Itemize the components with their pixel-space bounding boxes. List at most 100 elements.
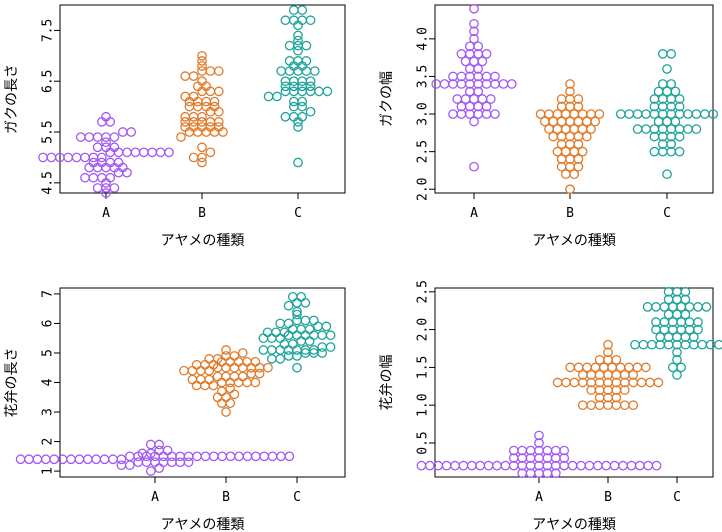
data-point-B	[213, 86, 224, 97]
data-point-A	[124, 460, 135, 471]
data-point-C	[297, 86, 308, 97]
data-point-B	[577, 400, 588, 411]
data-point-B	[205, 66, 216, 76]
data-point-A	[592, 460, 603, 471]
data-point-C	[262, 327, 273, 338]
data-point-C	[300, 330, 311, 341]
data-point-B	[565, 86, 575, 97]
data-point-A	[150, 457, 160, 468]
data-point-B	[254, 368, 265, 379]
data-point-A	[609, 460, 620, 471]
data-point-B	[225, 356, 236, 367]
data-point-B	[237, 362, 248, 373]
data-point-B	[225, 398, 236, 409]
data-point-C	[284, 40, 295, 51]
data-point-C	[304, 324, 315, 335]
data-point-C	[266, 354, 277, 364]
data-point-C	[280, 86, 291, 97]
data-point-A	[643, 460, 654, 471]
data-point-A	[154, 463, 165, 473]
data-point-C	[296, 336, 307, 347]
data-point-C	[263, 91, 274, 102]
data-point-B	[565, 184, 575, 195]
data-point-C	[287, 324, 298, 335]
data-point-B	[594, 109, 605, 119]
data-point-B	[221, 392, 231, 403]
data-point-A	[105, 117, 116, 127]
data-point-C	[322, 86, 333, 97]
data-point-B	[611, 354, 622, 365]
data-point-C	[280, 111, 291, 122]
data-point-C	[305, 106, 316, 117]
data-point-C	[693, 317, 703, 327]
data-point-C	[293, 157, 303, 168]
data-point-A	[466, 460, 477, 471]
data-point-C	[314, 86, 324, 97]
data-point-C	[642, 302, 653, 312]
data-point-C	[691, 124, 702, 134]
data-point-B	[565, 362, 576, 373]
data-point-C	[615, 109, 626, 119]
data-point-A	[49, 454, 60, 465]
x-axis-title: アヤメの種類	[532, 233, 616, 249]
data-point-C	[313, 321, 323, 332]
data-point-A	[63, 152, 74, 163]
data-point-A	[75, 132, 86, 142]
data-point-A	[126, 127, 137, 137]
data-point-A	[651, 460, 662, 471]
data-point-A	[534, 438, 544, 448]
chart-panel-2: 2.0 2.5 3.0 3.5 4.0 A B C アヤメの種類 ガクの幅	[379, 3, 719, 249]
data-point-B	[200, 359, 210, 370]
data-point-C	[287, 339, 298, 349]
data-point-C	[292, 309, 302, 320]
y-tick-label: 3.0	[416, 102, 431, 125]
y-tick-label: 2	[41, 438, 56, 446]
data-point-B	[573, 139, 584, 149]
data-point-A	[145, 466, 156, 476]
x-tick-label-C: C	[663, 206, 671, 221]
data-point-B	[221, 371, 231, 382]
data-point-C	[693, 324, 703, 335]
data-point-C	[638, 339, 649, 350]
data-point-C	[691, 109, 702, 119]
data-point-C	[288, 101, 299, 112]
data-point-B	[212, 371, 223, 382]
data-point-B	[197, 157, 207, 168]
data-point-C	[666, 79, 677, 89]
data-point-A	[84, 132, 95, 142]
data-point-A	[601, 460, 612, 471]
data-point-B	[237, 371, 248, 382]
data-point-B	[233, 377, 244, 388]
data-point-A	[92, 142, 103, 153]
data-point-C	[283, 300, 294, 311]
data-point-A	[122, 167, 132, 178]
data-point-B	[197, 111, 207, 122]
data-point-B	[221, 407, 231, 417]
data-point-C	[670, 116, 681, 127]
data-point-B	[192, 101, 203, 112]
y-tick-label: 1	[41, 467, 56, 475]
data-point-C	[321, 321, 332, 332]
data-point-A	[626, 460, 637, 471]
data-point-C	[266, 333, 277, 344]
data-point-A	[481, 101, 492, 112]
data-point-C	[325, 330, 336, 341]
data-point-B	[179, 365, 189, 376]
data-point-A	[32, 454, 43, 465]
data-point-B	[221, 362, 231, 373]
data-point-C	[672, 347, 682, 358]
data-point-C	[649, 146, 660, 157]
data-point-A	[490, 71, 500, 82]
data-point-C	[275, 318, 286, 329]
data-point-B	[590, 116, 601, 127]
data-point-A	[117, 127, 128, 137]
data-point-B	[195, 374, 206, 385]
data-point-C	[705, 339, 716, 350]
data-point-B	[225, 383, 236, 394]
data-point-A	[416, 460, 427, 471]
data-point-A	[108, 454, 118, 465]
data-point-C	[683, 124, 693, 134]
chart-panel-4: 0.5 1.0 1.5 2.0 2.5 A B C アヤメの種類 花弁の幅	[379, 280, 722, 532]
data-point-A	[80, 172, 90, 183]
data-point-A	[40, 454, 51, 465]
